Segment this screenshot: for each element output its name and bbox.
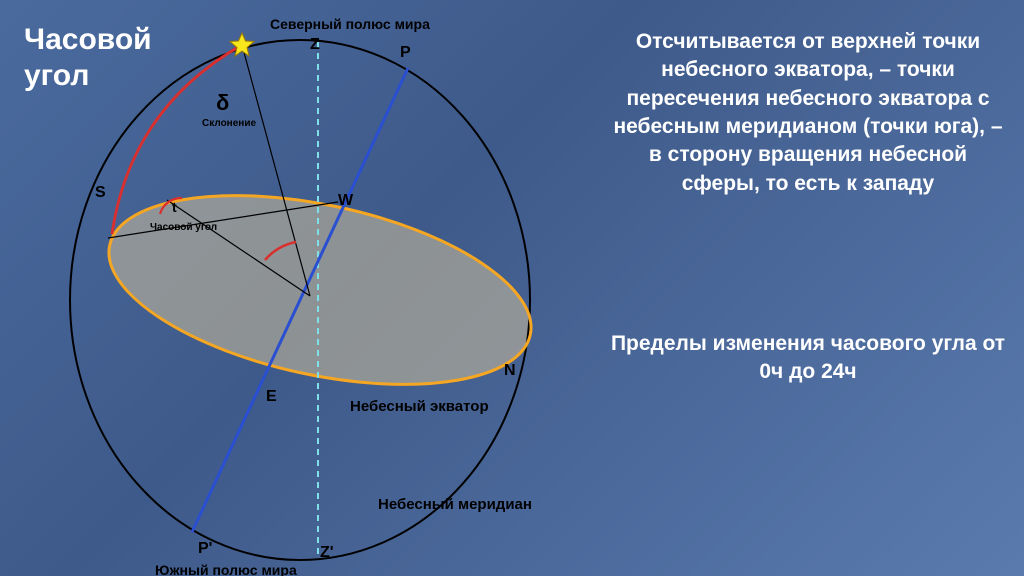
label-north-pole: Северный полюс мира [270, 16, 430, 32]
label-south-pole: Южный полюс мира [155, 562, 297, 576]
label-equator: Небесный экватор [350, 398, 489, 415]
description-paragraph-2: Пределы изменения часового угла от 0ч до… [608, 330, 1008, 387]
label-hour-angle: Часовой угол [150, 222, 217, 233]
celestial-sphere-diagram: Северный полюс мира Южный полюс мира Неб… [0, 0, 600, 576]
equator-fill [92, 162, 548, 418]
label-N: N [504, 362, 516, 380]
description-paragraph-1: Отсчитывается от верхней точки небесного… [608, 28, 1008, 198]
label-P: P [400, 44, 411, 62]
label-Z: Z [310, 36, 320, 54]
diagram-svg [0, 0, 600, 576]
label-E: E [266, 388, 277, 406]
star-icon [230, 33, 254, 56]
label-W: W [338, 192, 353, 210]
label-meridian: Небесный меридиан [378, 496, 532, 513]
label-declination: Склонение [202, 118, 256, 129]
label-delta: δ [216, 90, 229, 116]
label-S: S [95, 184, 106, 202]
label-t: t [172, 199, 177, 215]
label-Pp: P' [198, 540, 212, 558]
label-Zp: Z' [320, 544, 334, 562]
